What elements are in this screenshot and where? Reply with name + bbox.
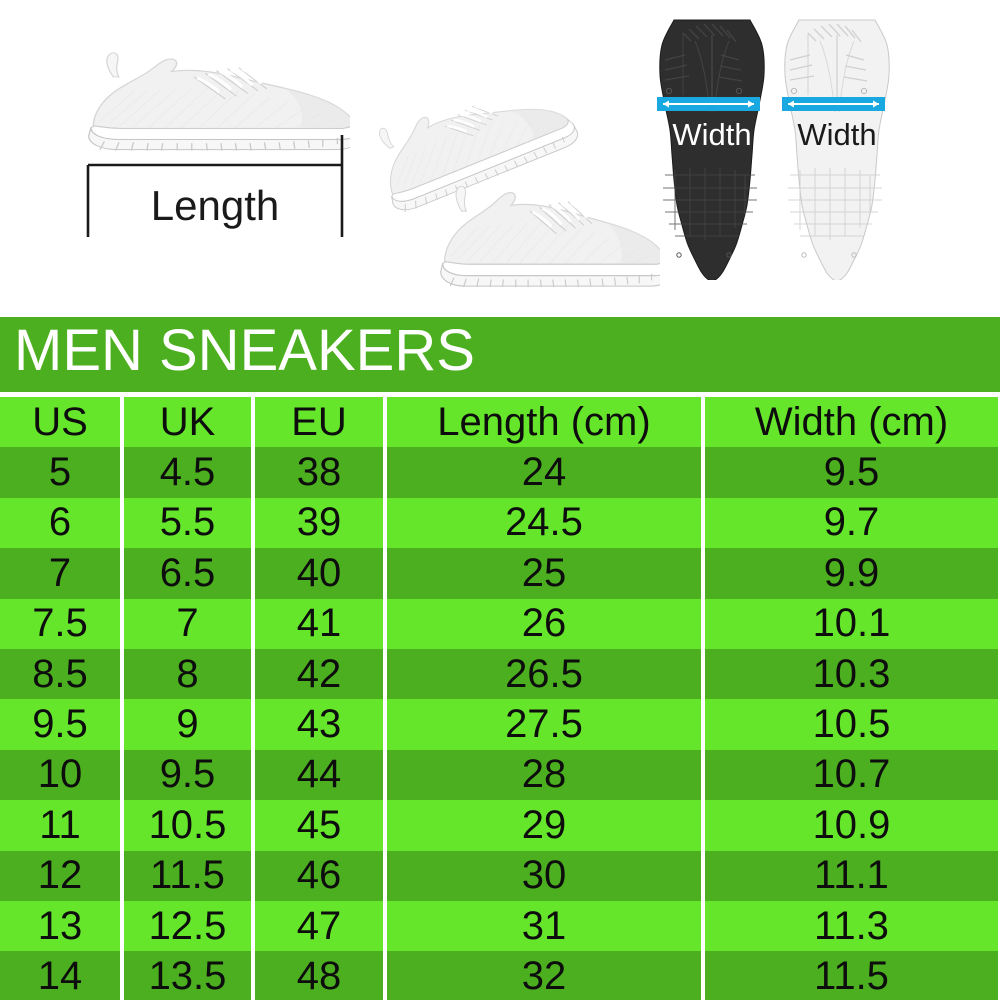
svg-text:Length: Length (151, 182, 279, 229)
svg-text:Width: Width (797, 117, 876, 152)
svg-text:Width: Width (672, 117, 751, 152)
